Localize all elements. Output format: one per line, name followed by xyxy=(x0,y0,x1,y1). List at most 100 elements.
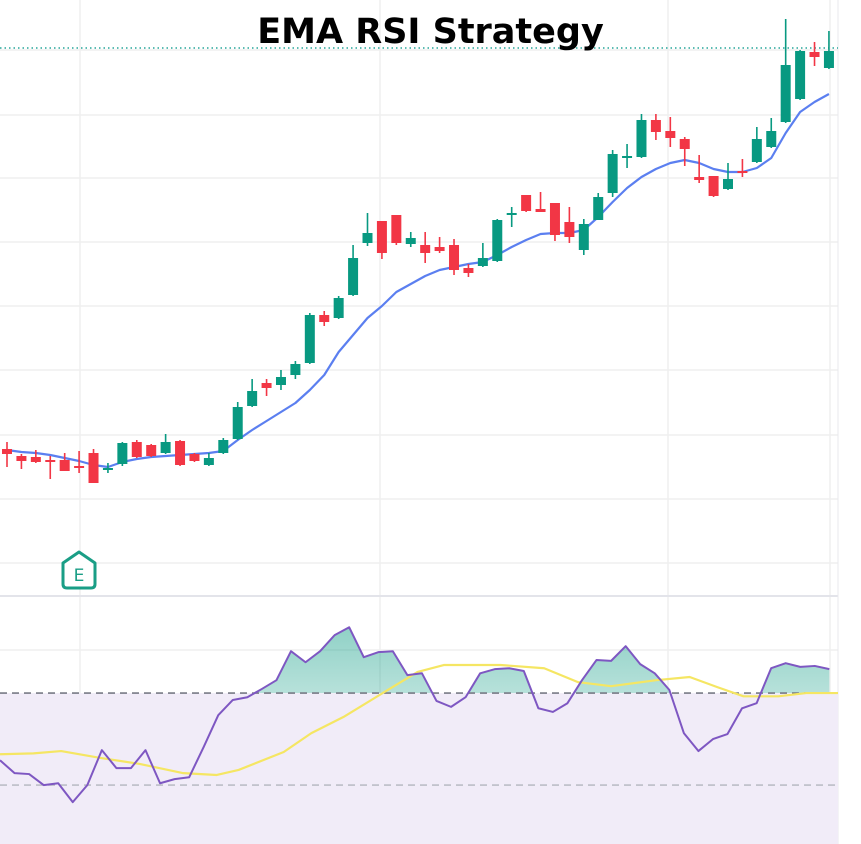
candle-body xyxy=(232,407,243,439)
candle xyxy=(203,453,214,466)
candle xyxy=(751,127,762,163)
candle-body xyxy=(780,65,791,122)
candle-body xyxy=(535,209,546,212)
candle xyxy=(564,207,575,243)
candle-body xyxy=(247,391,258,406)
candle-body xyxy=(766,131,777,147)
candle-body xyxy=(261,383,272,388)
candle-body xyxy=(809,52,820,57)
candle xyxy=(549,203,560,241)
candle xyxy=(823,31,834,69)
candle xyxy=(477,243,488,267)
candle xyxy=(348,245,359,296)
candle-body xyxy=(391,215,402,243)
candle xyxy=(535,192,546,212)
candle xyxy=(391,215,402,245)
candle xyxy=(247,379,258,407)
candle xyxy=(737,159,748,177)
candle xyxy=(809,42,820,66)
price-pane xyxy=(0,19,838,483)
candle-body xyxy=(477,258,488,266)
candle xyxy=(795,50,806,100)
candle xyxy=(45,456,56,479)
candle xyxy=(405,232,416,247)
candle xyxy=(694,155,705,183)
candle-body xyxy=(146,445,157,456)
candle-body xyxy=(564,222,575,237)
candle-body xyxy=(420,245,431,253)
rsi-band-fill xyxy=(0,693,838,844)
candle-body xyxy=(405,238,416,244)
candle-body xyxy=(665,131,676,138)
candle xyxy=(333,296,344,319)
candle-body xyxy=(131,442,142,457)
chart-title: EMA RSI Strategy xyxy=(257,12,604,52)
candle-body xyxy=(218,440,229,453)
candle-body xyxy=(30,457,41,462)
candle xyxy=(59,453,70,471)
candle xyxy=(16,454,27,469)
candle-body xyxy=(333,298,344,318)
candle-body xyxy=(463,268,474,273)
candle xyxy=(650,114,661,140)
candle xyxy=(88,449,99,483)
candle xyxy=(434,237,445,253)
candle-body xyxy=(607,154,618,193)
candle xyxy=(665,117,676,147)
candle xyxy=(74,451,85,473)
candle-body xyxy=(795,51,806,99)
candle-body xyxy=(578,224,589,250)
candle xyxy=(275,370,286,390)
candle-body xyxy=(2,449,12,454)
candle-body xyxy=(593,197,604,220)
candle-body xyxy=(59,460,70,471)
candle xyxy=(175,440,186,466)
candle xyxy=(131,440,142,458)
candle-body xyxy=(549,203,560,235)
candle xyxy=(449,239,460,275)
candle xyxy=(189,453,200,462)
candle xyxy=(521,195,532,212)
candle-body xyxy=(319,315,330,322)
candle-body xyxy=(449,245,460,270)
candle xyxy=(319,311,330,326)
candle xyxy=(492,219,503,262)
earnings-marker-label: E xyxy=(74,566,85,586)
candle xyxy=(232,402,243,440)
candle-body xyxy=(304,315,315,363)
candle xyxy=(160,434,171,454)
candle xyxy=(578,219,589,255)
candle-body xyxy=(160,442,171,453)
candle-body xyxy=(290,364,301,375)
candle-body xyxy=(117,443,128,464)
candle xyxy=(780,19,791,123)
candle xyxy=(463,264,474,277)
candle-body xyxy=(521,195,532,211)
candle-body xyxy=(622,156,633,158)
candle-body xyxy=(203,458,214,465)
candle xyxy=(420,232,431,263)
earnings-marker[interactable]: E xyxy=(61,550,97,590)
rsi-pane xyxy=(0,626,838,844)
candle-body xyxy=(636,120,647,157)
candle-body xyxy=(679,139,690,149)
candle-body xyxy=(434,247,445,251)
candle xyxy=(607,150,618,197)
candle xyxy=(593,193,604,220)
candle-body xyxy=(88,453,99,483)
candle-body xyxy=(506,213,517,215)
candle-body xyxy=(492,220,503,261)
candle-body xyxy=(74,466,85,468)
candle-body xyxy=(275,377,286,385)
candle-body xyxy=(102,468,113,470)
rsi-ma-line xyxy=(0,663,838,777)
candle xyxy=(766,118,777,148)
candle xyxy=(117,442,128,466)
candle xyxy=(506,207,517,227)
candle-body xyxy=(16,456,27,461)
rsi-overbought-fill xyxy=(254,627,830,693)
candle-body xyxy=(348,258,359,295)
candle xyxy=(679,137,690,166)
candle-body xyxy=(189,454,200,461)
